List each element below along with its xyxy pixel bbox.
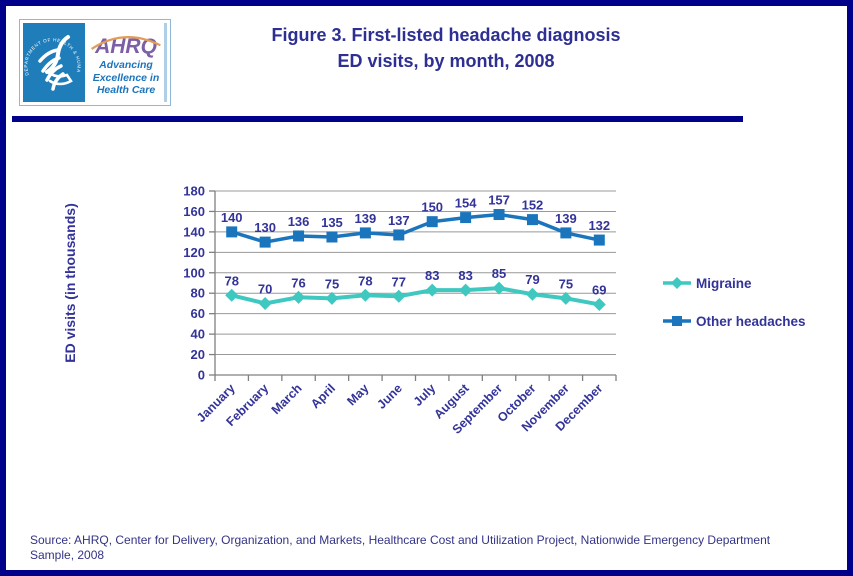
data-label: 75 <box>325 276 339 291</box>
source-note: Source: AHRQ, Center for Delivery, Organ… <box>30 533 810 563</box>
square-marker-icon <box>226 226 238 238</box>
square-marker-icon <box>293 230 305 242</box>
chart-svg: 0 20 40 60 80 100 120 140 160 180 ED visits (in th… <box>62 184 806 437</box>
square-marker-icon <box>493 209 505 221</box>
x-tick-label: June <box>374 381 405 412</box>
x-tick-label: May <box>344 381 371 408</box>
ahrq-arc-icon <box>91 36 161 50</box>
x-tick-label: April <box>308 381 338 411</box>
diamond-marker-icon <box>592 297 606 311</box>
source-line-2: Sample, 2008 <box>30 548 105 562</box>
y-tick-label: 140 <box>183 224 205 239</box>
tagline-line-2: Excellence in <box>92 71 160 84</box>
square-marker-icon <box>526 214 538 226</box>
figure-title-line-1: Figure 3. First-listed headache diagnosi… <box>271 25 621 45</box>
ahrq-tagline: Advancing Excellence in Health Care <box>93 59 160 97</box>
square-marker-icon <box>259 236 271 248</box>
source-line-1: Source: AHRQ, Center for Delivery, Organ… <box>30 533 771 547</box>
data-label: 78 <box>224 273 238 288</box>
legend-label: Migraine <box>696 276 752 291</box>
data-label: 132 <box>588 218 610 233</box>
series-migraine: 78 70 76 75 78 77 83 83 85 79 75 69 <box>224 266 607 311</box>
series-other-headaches: 140 130 136 135 139 137 150 154 157 152 139 132 <box>221 193 610 248</box>
data-label: 69 <box>592 282 606 297</box>
square-marker-icon <box>593 234 605 246</box>
y-tick-label: 160 <box>183 204 205 219</box>
square-marker-icon <box>560 227 572 239</box>
tagline-line-3: Health Care <box>96 84 156 97</box>
diamond-marker-icon <box>525 287 539 301</box>
data-label: 83 <box>425 268 439 283</box>
square-marker-icon <box>359 227 371 239</box>
diamond-marker-icon <box>559 291 573 305</box>
data-label: 140 <box>221 210 243 225</box>
ahrq-acronym: AHRQ <box>95 35 157 59</box>
data-label: 75 <box>559 276 573 291</box>
data-label: 78 <box>358 273 372 288</box>
data-label: 152 <box>522 198 544 213</box>
data-label: 136 <box>288 214 310 229</box>
y-tick-label: 60 <box>191 306 205 321</box>
y-axis-title: ED visits (in thousands) <box>62 203 78 362</box>
diamond-marker-icon <box>225 288 239 302</box>
diamond-marker-icon <box>492 281 506 295</box>
header-divider <box>12 116 743 122</box>
y-tick-label: 40 <box>191 327 205 342</box>
diamond-marker-icon <box>392 289 406 303</box>
x-tick-label: July <box>411 381 439 409</box>
chart: 0 20 40 60 80 100 120 140 160 180 ED visits (in th… <box>6 161 847 473</box>
ahrq-wordmark: AHRQ Advancing Excellence in Health Care <box>88 23 167 102</box>
y-tick-label: 180 <box>183 184 205 199</box>
diamond-marker-icon <box>459 283 473 297</box>
diamond-marker-icon <box>292 290 306 304</box>
y-tick-label: 80 <box>191 286 205 301</box>
y-tick-label: 120 <box>183 245 205 260</box>
data-label: 139 <box>355 211 377 226</box>
data-label: 135 <box>321 215 343 230</box>
square-marker-icon <box>426 216 438 228</box>
data-label: 85 <box>492 266 506 281</box>
data-label: 154 <box>455 196 477 211</box>
x-tick-label: March <box>269 381 305 417</box>
figure-title: Figure 3. First-listed headache diagnosi… <box>181 22 711 74</box>
data-label: 139 <box>555 211 577 226</box>
diamond-marker-icon <box>425 283 439 297</box>
gridlines <box>215 190 616 356</box>
data-label: 76 <box>291 275 305 290</box>
data-label: 77 <box>392 274 406 289</box>
legend-diamond-icon <box>671 277 683 289</box>
ahrq-hhs-logo: DEPARTMENT OF HEALTH & HUMAN SERVICES · … <box>19 19 171 106</box>
hhs-eagle-icon: DEPARTMENT OF HEALTH & HUMAN SERVICES · … <box>23 23 81 91</box>
data-label: 83 <box>458 268 472 283</box>
hhs-seal: DEPARTMENT OF HEALTH & HUMAN SERVICES · … <box>23 23 85 102</box>
data-label: 70 <box>258 281 272 296</box>
square-marker-icon <box>460 212 472 224</box>
data-label: 137 <box>388 213 410 228</box>
data-label: 157 <box>488 193 510 208</box>
y-tick-label: 0 <box>198 368 205 383</box>
data-label: 130 <box>254 220 276 235</box>
legend-label: Other headaches <box>696 314 806 329</box>
y-tick-label: 20 <box>191 347 205 362</box>
legend-square-icon <box>672 316 682 326</box>
tagline-line-1: Advancing <box>99 59 153 72</box>
diamond-marker-icon <box>325 291 339 305</box>
data-label: 150 <box>421 200 443 215</box>
square-marker-icon <box>326 231 338 243</box>
chart-legend: Migraine Other headaches <box>663 276 806 329</box>
square-marker-icon <box>393 229 405 241</box>
diamond-marker-icon <box>358 288 372 302</box>
y-axis: 0 20 40 60 80 100 120 140 160 180 ED visits (in th… <box>62 184 216 383</box>
figure-title-line-2: ED visits, by month, 2008 <box>337 51 555 72</box>
data-label: 79 <box>525 272 539 287</box>
y-tick-label: 100 <box>183 265 205 280</box>
diamond-marker-icon <box>258 296 272 310</box>
